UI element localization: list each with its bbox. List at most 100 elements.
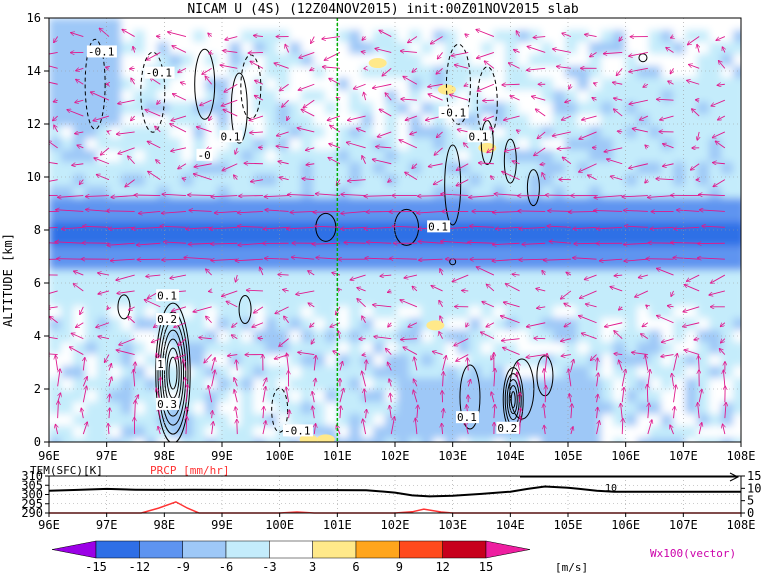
shading-cell — [61, 210, 74, 223]
wind-vector — [556, 66, 571, 68]
shading-cell — [313, 306, 326, 319]
shading-cell — [637, 198, 650, 211]
shading-cell — [61, 90, 74, 103]
shading-cell — [565, 162, 578, 175]
shading-cell — [169, 162, 182, 175]
shading-cell — [409, 330, 422, 343]
wind-vector — [129, 307, 135, 310]
shading-cell — [325, 306, 338, 319]
shading-cell — [445, 330, 458, 343]
wind-vector — [276, 131, 289, 136]
shading-cell — [469, 270, 482, 283]
shading-cell — [361, 390, 374, 403]
shading-cell — [289, 126, 302, 139]
shading-cell — [733, 42, 741, 55]
wind-vector — [717, 84, 725, 85]
shading-cell — [181, 438, 194, 442]
x-tick-label: 103E — [438, 449, 467, 463]
shading-cell — [649, 186, 662, 199]
shading-cell — [373, 318, 386, 331]
shading-cell — [193, 294, 206, 307]
shading-cell — [721, 366, 734, 379]
wind-vector — [545, 386, 546, 403]
shading-cell — [421, 174, 434, 187]
contour-line — [194, 48, 216, 120]
shading-cell — [577, 390, 590, 403]
shading-cell — [637, 42, 650, 55]
shading-cell — [733, 90, 741, 103]
shading-cell — [697, 438, 710, 442]
shading-cell — [433, 270, 446, 283]
shading-cell — [169, 174, 182, 187]
wind-vector — [671, 290, 673, 296]
shading-cell — [157, 186, 170, 199]
shading-cell — [697, 186, 710, 199]
wind-vector — [135, 400, 136, 419]
wind-vector — [464, 84, 468, 86]
shading-cell — [673, 102, 686, 115]
shading-cell — [673, 306, 686, 319]
wind-vector — [414, 357, 418, 371]
shading-cell — [697, 366, 710, 379]
shading-cell — [313, 150, 326, 163]
shading-cell — [517, 342, 530, 355]
shading-cell — [433, 66, 446, 79]
shading-cell — [589, 66, 602, 79]
wind-vector — [193, 174, 212, 181]
shading-cell — [649, 54, 662, 67]
wind-vector — [366, 360, 367, 371]
wind-vector — [310, 322, 315, 327]
surface-grid — [49, 476, 741, 513]
shading-cell — [145, 30, 158, 43]
shading-cell — [73, 114, 86, 127]
shading-cell — [313, 138, 326, 151]
wind-vector — [647, 420, 652, 435]
shading-cell — [61, 186, 74, 199]
wind-vector — [557, 148, 571, 149]
shading-cell — [97, 270, 110, 283]
shading-cell — [61, 366, 74, 379]
shading-cell — [649, 234, 662, 247]
shading-cell — [361, 198, 374, 211]
shading-cell — [709, 66, 722, 79]
shading-cell — [673, 366, 686, 379]
wind-vector — [501, 339, 520, 341]
wind-vector — [587, 175, 597, 181]
shading-cell — [385, 78, 398, 91]
y-tick-label: 14 — [27, 64, 41, 78]
shading-cell — [625, 306, 638, 319]
wind-vector — [377, 131, 392, 137]
wind-vector — [442, 355, 447, 371]
wind-vector — [721, 338, 726, 343]
contour-label: 0.1 — [469, 130, 489, 143]
shading-cell — [625, 234, 638, 247]
shading-cell — [505, 342, 518, 355]
shading-cell — [709, 294, 722, 307]
shading-cell — [397, 318, 410, 331]
shading-cell — [121, 366, 134, 379]
shading-cell — [469, 390, 482, 403]
colorbar-segment — [95, 540, 140, 559]
shading-cell — [721, 354, 734, 367]
shading-cell — [373, 126, 386, 139]
shading-cell — [109, 294, 122, 307]
shading-cell — [157, 18, 170, 31]
shading-cell — [73, 342, 86, 355]
shading-cell — [697, 270, 710, 283]
shading-cell — [217, 30, 230, 43]
contour-line — [84, 38, 106, 130]
shading-cell — [97, 402, 110, 415]
shading-cell — [361, 102, 374, 115]
shading-cell — [445, 342, 458, 355]
shading-cell — [697, 390, 710, 403]
shading-cell — [193, 306, 206, 319]
shading-cell — [673, 186, 686, 199]
shading-cell — [721, 402, 734, 415]
shading-cell — [181, 42, 194, 55]
wind-vector — [332, 273, 341, 276]
colorbar-tick-label: -15 — [85, 560, 107, 574]
shading-cell — [589, 90, 602, 103]
wind-vector — [716, 36, 726, 41]
shading-cell — [673, 258, 686, 271]
shading-cell — [733, 390, 741, 403]
